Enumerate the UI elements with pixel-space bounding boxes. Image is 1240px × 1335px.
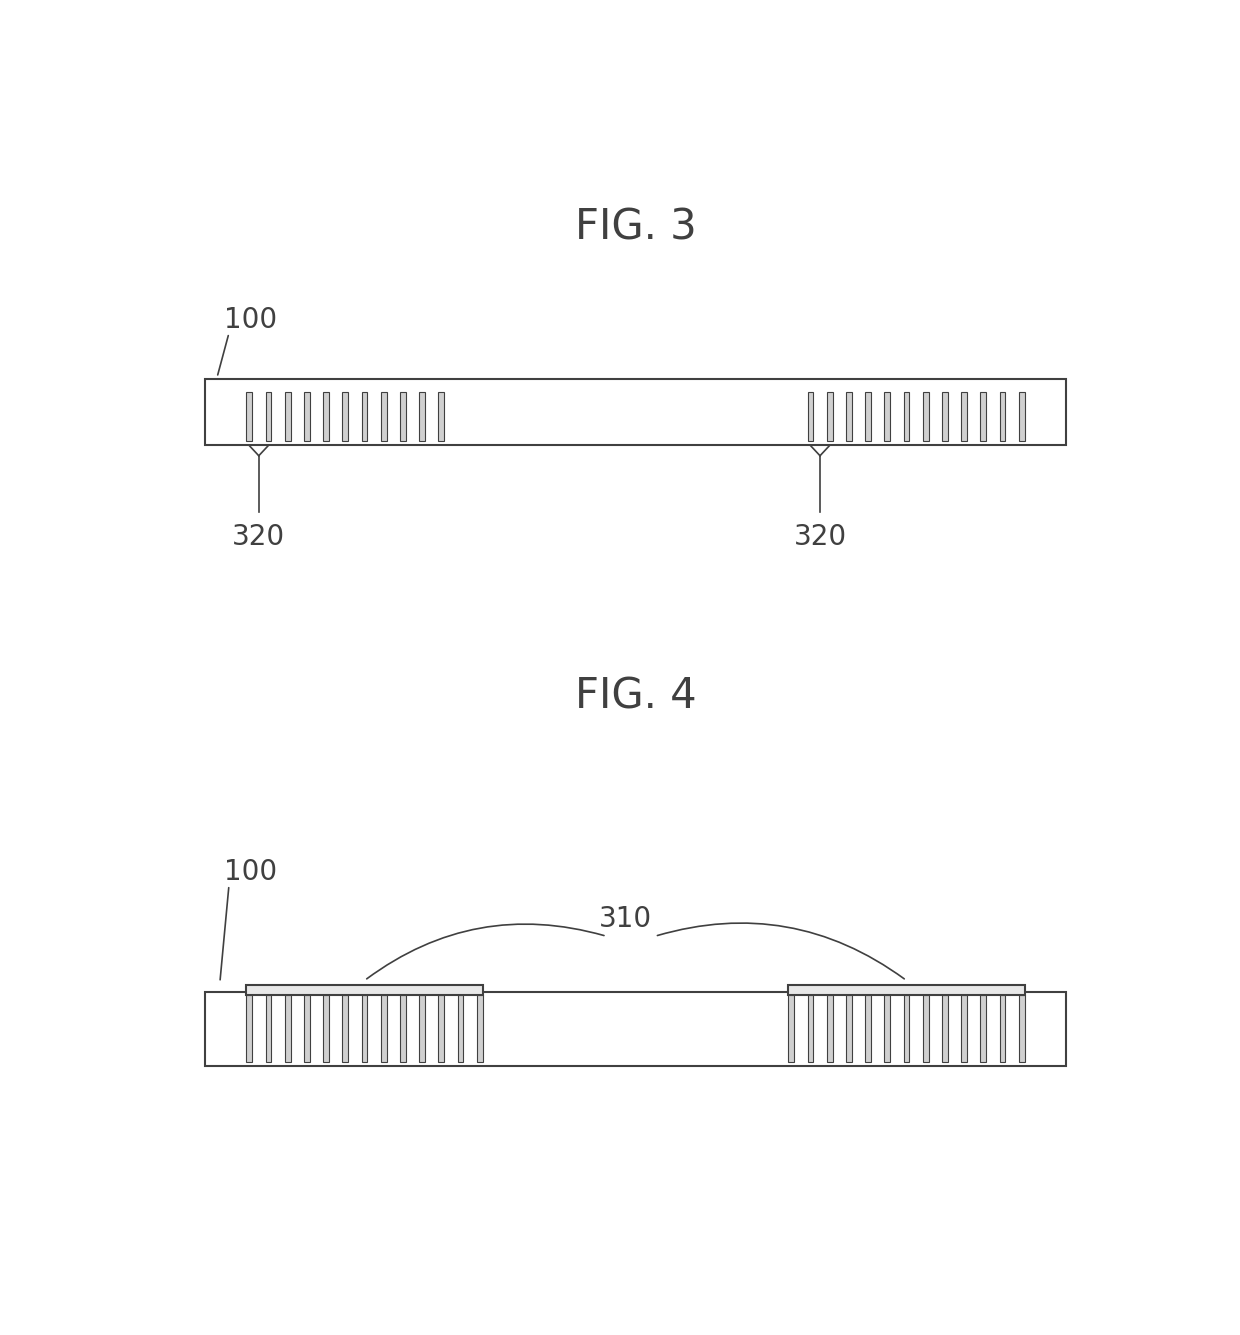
Bar <box>827 392 832 442</box>
Text: FIG. 4: FIG. 4 <box>574 676 697 718</box>
Bar <box>304 995 310 1061</box>
Text: 100: 100 <box>224 306 278 334</box>
Bar <box>1019 995 1024 1061</box>
Bar <box>381 995 387 1061</box>
Bar <box>942 995 947 1061</box>
Bar <box>789 985 1024 995</box>
Bar <box>381 392 387 442</box>
Bar <box>265 995 272 1061</box>
Bar <box>904 392 909 442</box>
Bar <box>789 995 794 1061</box>
Bar <box>923 995 929 1061</box>
Bar <box>942 392 947 442</box>
Bar <box>904 995 909 1061</box>
Text: FIG. 3: FIG. 3 <box>574 206 697 248</box>
Bar <box>401 392 405 442</box>
Bar <box>342 392 348 442</box>
Bar <box>923 392 929 442</box>
Bar <box>247 985 482 995</box>
Bar <box>247 995 252 1061</box>
Bar <box>981 995 986 1061</box>
Bar <box>362 995 367 1061</box>
Bar <box>419 392 425 442</box>
Bar <box>324 995 329 1061</box>
Bar <box>846 995 852 1061</box>
Bar <box>206 992 1065 1065</box>
Bar <box>999 392 1006 442</box>
Text: 320: 320 <box>232 522 285 550</box>
Bar <box>324 392 329 442</box>
Bar <box>304 392 310 442</box>
Text: 100: 100 <box>224 857 278 885</box>
Bar <box>961 392 967 442</box>
Bar <box>265 392 272 442</box>
Bar <box>827 995 832 1061</box>
Text: 310: 310 <box>599 905 652 933</box>
Bar <box>206 379 1065 446</box>
Text: 320: 320 <box>794 522 847 550</box>
Bar <box>961 995 967 1061</box>
Bar <box>362 392 367 442</box>
Bar <box>285 392 290 442</box>
Bar <box>866 995 870 1061</box>
Bar <box>477 995 482 1061</box>
Bar <box>439 392 444 442</box>
Bar <box>846 392 852 442</box>
Bar <box>342 995 348 1061</box>
Bar <box>285 995 290 1061</box>
Bar <box>1019 392 1024 442</box>
Bar <box>866 392 870 442</box>
Bar <box>439 995 444 1061</box>
Bar <box>884 392 890 442</box>
Bar <box>999 995 1006 1061</box>
Bar <box>807 995 813 1061</box>
Bar <box>884 995 890 1061</box>
Bar <box>401 995 405 1061</box>
Bar <box>458 995 464 1061</box>
Bar <box>247 392 252 442</box>
Bar <box>419 995 425 1061</box>
Bar <box>807 392 813 442</box>
Bar <box>981 392 986 442</box>
